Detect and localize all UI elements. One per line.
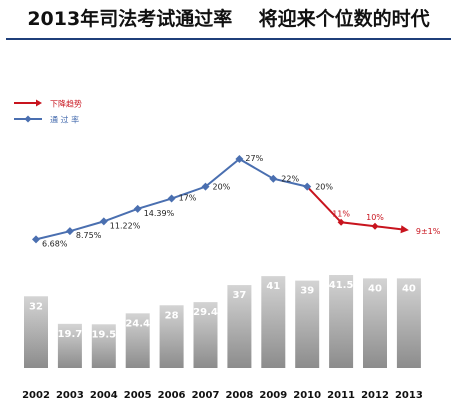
pass-rate-data-label: 8.75% <box>76 231 102 240</box>
trend-data-label: 10% <box>366 213 384 222</box>
bar-value-label: 40 <box>402 283 416 294</box>
bar-value-label: 29.4 <box>193 307 218 318</box>
x-tick-label: 2005 <box>124 390 152 401</box>
bar-value-label: 40 <box>368 283 382 294</box>
bar <box>193 302 218 368</box>
pass-rate-point <box>303 182 312 191</box>
pass-rate-point <box>235 154 244 163</box>
pass-rate-data-label: 22% <box>281 175 299 184</box>
pass-rate-point <box>65 227 74 236</box>
page-title: 2013年司法考试通过率 将迎来个位数的时代 <box>27 8 430 30</box>
x-tick-label: 2008 <box>225 390 253 401</box>
bar <box>91 324 116 368</box>
pass-rate-point <box>99 217 108 226</box>
line-chart: 11% 10% 9±1% 6.68% 8.75% 11.22%14.39% 17% 20% 27… <box>32 154 441 248</box>
bar-value-label: 24.4 <box>125 318 150 329</box>
x-tick-label: 2006 <box>158 390 186 401</box>
bar <box>295 280 320 368</box>
trend-point <box>337 218 345 226</box>
pass-rate-point <box>32 235 40 244</box>
bar <box>125 313 150 368</box>
bar <box>159 305 184 368</box>
bar <box>24 296 48 368</box>
x-tick-label: 2007 <box>192 390 220 401</box>
bar-value-label: 32 <box>29 301 43 312</box>
x-tick-label: 2013 <box>395 390 423 401</box>
pass-rate-data-label: 27% <box>245 154 263 163</box>
x-tick-label: 2009 <box>259 390 287 401</box>
trend-data-label: 11% <box>332 209 350 218</box>
arrow-icon <box>36 99 42 107</box>
x-axis: 2002 2003 2004 2005 2006 2007 2008 2009 2010 2011… <box>22 390 423 401</box>
pass-rate-point <box>133 204 142 213</box>
title-divider <box>6 38 451 40</box>
trend-series-line <box>306 185 404 231</box>
x-tick-label: 2010 <box>293 390 321 401</box>
bar <box>227 285 252 368</box>
bar-value-label: 41.5 <box>329 280 354 291</box>
pass-rate-point <box>167 194 176 203</box>
legend-label: 通 过 率 <box>50 115 79 125</box>
x-tick-label: 2002 <box>22 390 50 401</box>
bar <box>261 276 286 368</box>
arrow-icon <box>400 225 409 234</box>
pass-rate-data-label: 17% <box>179 194 197 203</box>
pass-rate-point <box>269 174 278 183</box>
bar <box>57 323 82 368</box>
bar-value-label: 39 <box>300 286 314 297</box>
bar-value-label: 19.7 <box>58 329 83 340</box>
pass-rate-data-label: 6.68% <box>42 239 68 248</box>
legend-label: 下降趋势 <box>50 99 82 109</box>
bar <box>363 278 387 368</box>
bar-chart: 32 19.7 19.5 24.4 28 29.4 37 41 39 41.5 40 40 <box>24 275 421 368</box>
pass-rate-data-label: 20% <box>315 183 333 192</box>
pass-rate-data-label: 11.22% <box>110 221 141 230</box>
bar-value-label: 19.5 <box>91 329 116 340</box>
bar <box>329 275 354 368</box>
trend-data-label: 9±1% <box>416 227 441 236</box>
pass-rate-data-label: 14.39% <box>144 209 175 218</box>
x-tick-label: 2011 <box>327 390 355 401</box>
diamond-icon <box>24 115 32 123</box>
trend-point <box>371 222 379 230</box>
bar-value-label: 41 <box>266 281 280 292</box>
pass-rate-data-label: 20% <box>213 183 231 192</box>
bar-value-label: 37 <box>232 290 246 301</box>
bar-value-label: 28 <box>165 310 179 321</box>
x-tick-label: 2012 <box>361 390 389 401</box>
bar <box>396 278 421 368</box>
x-tick-label: 2003 <box>56 390 84 401</box>
x-tick-label: 2004 <box>90 390 118 401</box>
pass-rate-point <box>201 182 210 191</box>
